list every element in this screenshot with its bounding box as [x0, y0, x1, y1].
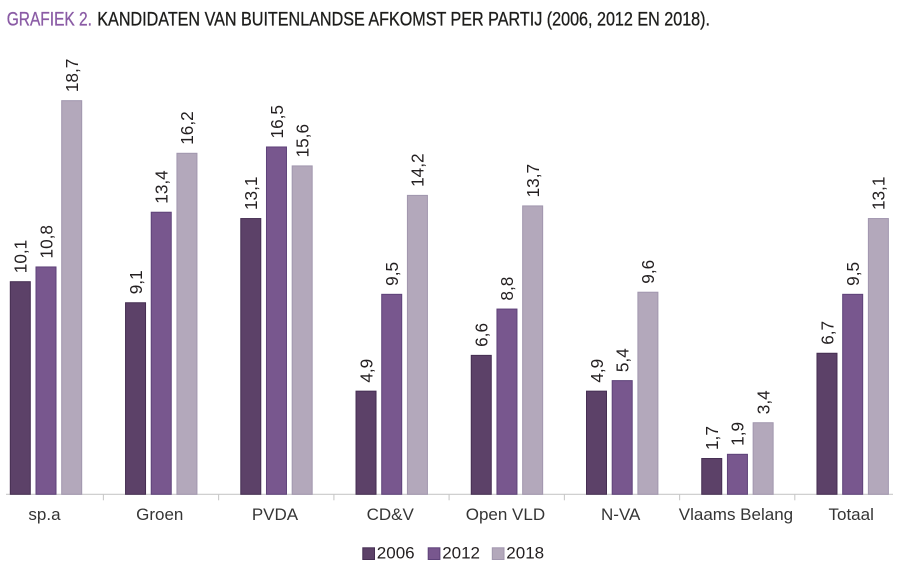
- svg-text:Open VLD: Open VLD: [466, 505, 545, 524]
- svg-text:Groen: Groen: [136, 505, 183, 524]
- svg-text:Totaal: Totaal: [828, 505, 873, 524]
- svg-text:13,1: 13,1: [869, 177, 889, 210]
- svg-text:15,6: 15,6: [292, 124, 312, 157]
- svg-text:6,6: 6,6: [472, 323, 492, 347]
- svg-text:PVDA: PVDA: [252, 505, 299, 524]
- svg-text:N-VA: N-VA: [601, 505, 641, 524]
- svg-text:2006: 2006: [377, 543, 415, 562]
- svg-text:9,5: 9,5: [382, 262, 402, 286]
- svg-text:2012: 2012: [442, 543, 480, 562]
- svg-text:16,5: 16,5: [267, 105, 287, 138]
- svg-text:8,8: 8,8: [497, 277, 517, 301]
- svg-text:10,1: 10,1: [11, 240, 31, 273]
- svg-text:13,1: 13,1: [241, 177, 261, 210]
- svg-text:9,6: 9,6: [638, 260, 658, 284]
- svg-text:10,8: 10,8: [36, 225, 56, 258]
- svg-text:4,9: 4,9: [356, 359, 376, 383]
- svg-text:5,4: 5,4: [613, 348, 633, 372]
- svg-text:sp.a: sp.a: [28, 505, 61, 524]
- svg-text:4,9: 4,9: [587, 359, 607, 383]
- svg-text:CD&V: CD&V: [367, 505, 415, 524]
- svg-text:1,9: 1,9: [728, 422, 748, 446]
- svg-text:13,4: 13,4: [152, 170, 172, 204]
- svg-text:GRAFIEK 2.: GRAFIEK 2.: [7, 9, 92, 30]
- svg-text:3,4: 3,4: [753, 390, 773, 414]
- svg-text:Vlaams Belang: Vlaams Belang: [679, 505, 793, 524]
- svg-text:13,7: 13,7: [523, 164, 543, 197]
- svg-text:18,7: 18,7: [62, 59, 82, 92]
- svg-text:KANDIDATEN VAN BUITENLANDSE AF: KANDIDATEN VAN BUITENLANDSE AFKOMST PER …: [97, 9, 710, 30]
- svg-text:6,7: 6,7: [817, 321, 837, 345]
- svg-text:2018: 2018: [506, 543, 544, 562]
- svg-text:9,5: 9,5: [843, 262, 863, 286]
- svg-text:1,7: 1,7: [702, 426, 722, 450]
- svg-text:9,1: 9,1: [126, 270, 146, 294]
- svg-text:16,2: 16,2: [177, 111, 197, 144]
- svg-text:14,2: 14,2: [408, 153, 428, 186]
